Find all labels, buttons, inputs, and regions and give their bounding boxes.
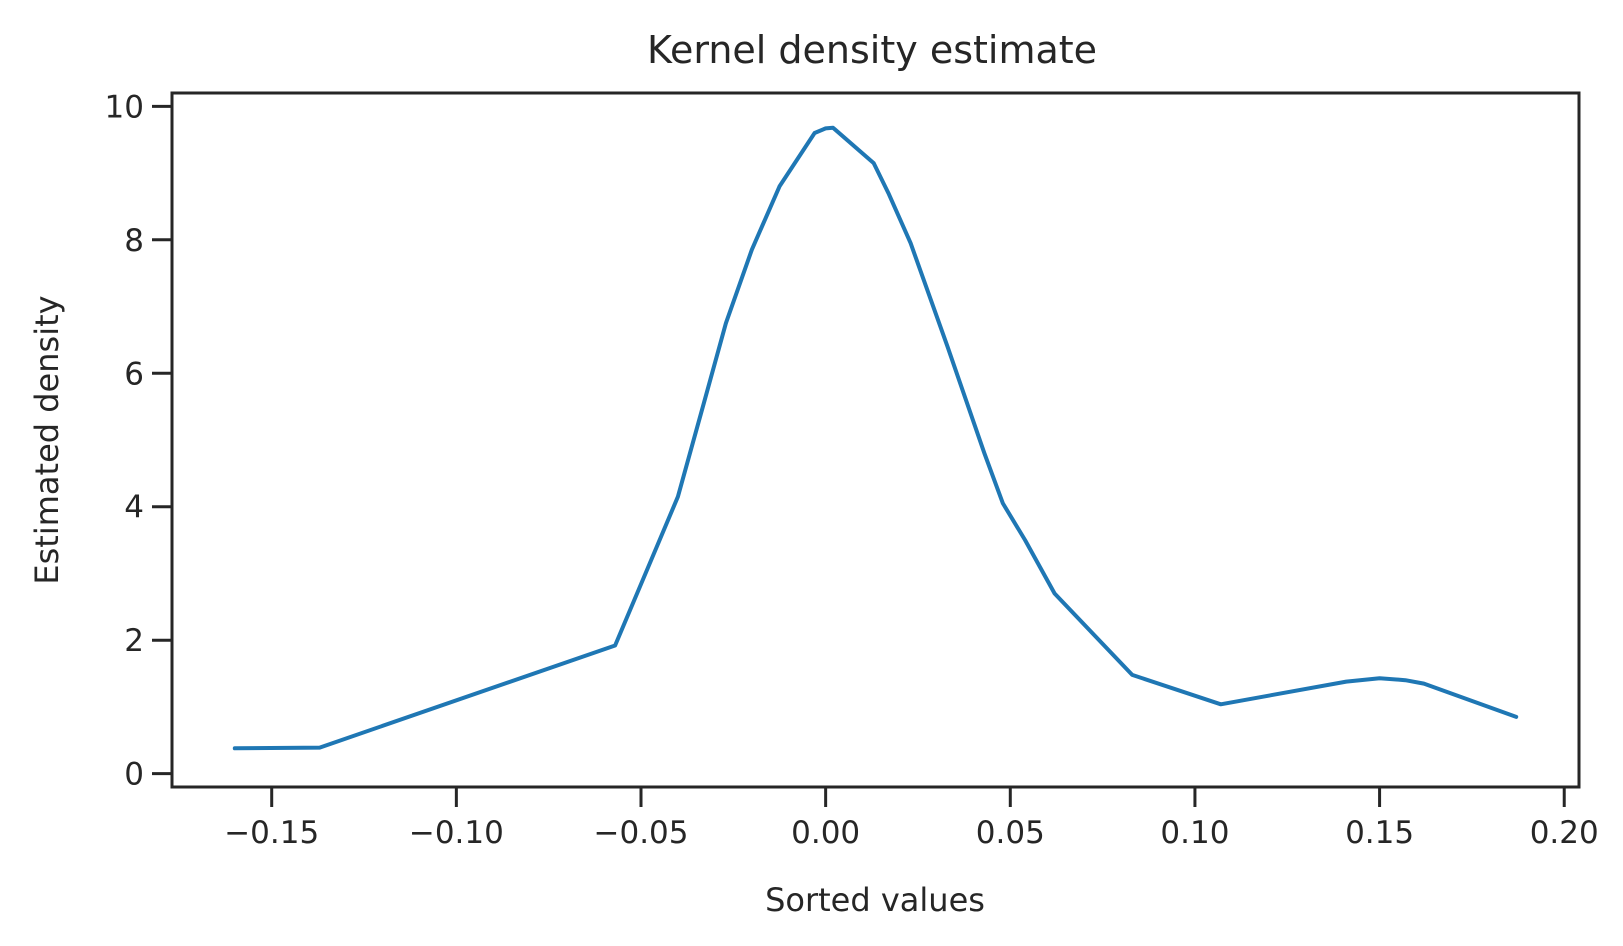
y-tick-label: 8 — [124, 223, 144, 259]
x-tick-label: −0.05 — [594, 815, 689, 851]
x-axis-ticks: −0.15 −0.10 −0.05 0.00 0.05 0.10 0.15 0.20 — [224, 787, 1599, 851]
y-axis-label: Estimated density — [28, 295, 66, 584]
y-tick-label: 2 — [124, 623, 144, 659]
y-axis-ticks: 0 2 4 6 8 10 — [105, 89, 172, 793]
y-tick-label: 4 — [124, 490, 144, 526]
x-tick-label: −0.10 — [409, 815, 504, 851]
y-tick-label: 6 — [124, 356, 144, 392]
x-tick-label: 0.20 — [1530, 815, 1599, 851]
y-tick-label: 0 — [124, 757, 144, 793]
x-tick-label: 0.15 — [1345, 815, 1414, 851]
y-tick-label: 10 — [105, 89, 144, 125]
x-axis-label: Sorted values — [765, 881, 985, 919]
x-tick-label: 0.00 — [791, 815, 860, 851]
x-tick-label: 0.05 — [976, 815, 1045, 851]
series-line-estimated-density — [232, 125, 1519, 751]
x-tick-label: −0.15 — [224, 815, 319, 851]
plot-frame — [170, 91, 1581, 789]
chart-title: Kernel density estimate — [647, 28, 1097, 72]
x-tick-label: 0.10 — [1160, 815, 1229, 851]
